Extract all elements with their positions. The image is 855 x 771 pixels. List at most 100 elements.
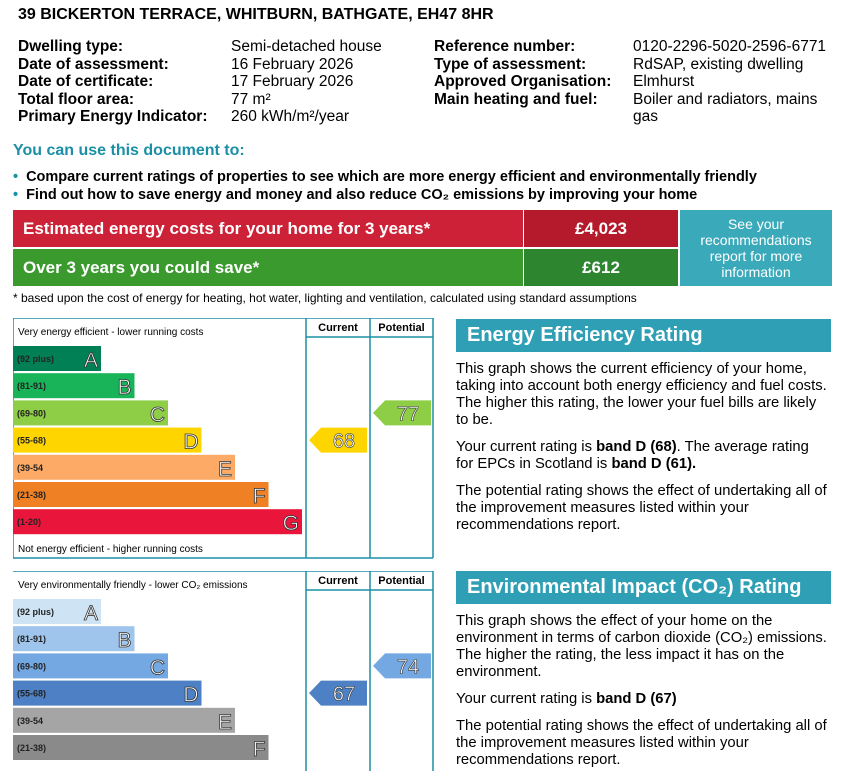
band-letter: E (218, 711, 232, 734)
bottom-label: Not energy efficient - higher running co… (18, 544, 203, 555)
saving-value: £612 (524, 249, 678, 286)
detail-value: 16 February 2026 (231, 55, 354, 73)
band-range: (55-68) (17, 689, 46, 699)
paragraph: Your current rating is band D (68). The … (456, 439, 828, 473)
detail-value: Elmhurst (633, 73, 695, 90)
saving-label: Over 3 years you could save* (13, 249, 524, 286)
band-letter: B (117, 376, 131, 399)
panel-text: This graph shows the current efficiency … (456, 361, 828, 544)
rating-arrow (373, 653, 431, 679)
detail-value: RdSAP, existing dwelling (633, 55, 804, 73)
band-range: (81-91) (17, 634, 46, 644)
detail-row: Type of assessment: RdSAP, existing dwell… (434, 56, 833, 74)
band (13, 346, 101, 371)
band (13, 427, 202, 453)
detail-value: 260 kWh/m²/year (231, 108, 350, 125)
detail-label: Reference number: (434, 38, 576, 55)
energy-chart: Current Potential Very energy efficient - … (13, 318, 434, 559)
bold-text: band D (61). (611, 456, 697, 472)
text: Your current rating is (456, 439, 597, 455)
details-right: Reference number: 0120-2296-5020-2596-677… (434, 38, 833, 126)
band-range: (55-68) (17, 436, 46, 446)
band (13, 653, 168, 679)
band-letter: B (117, 629, 131, 652)
panel-heading: Environmental Impact (CO₂) Rating (456, 571, 831, 604)
band (13, 735, 269, 760)
rating-arrow (309, 427, 367, 453)
band-range: (39-54 (17, 716, 43, 726)
bold-text: band D (67) (596, 691, 677, 707)
band-range: (69-80) (17, 661, 46, 671)
band-range: (21-38) (17, 743, 46, 753)
detail-row: Date of assessment: 16 February 2026 (18, 56, 382, 74)
band (13, 626, 135, 652)
paragraph: This graph shows the current efficiency … (456, 361, 828, 429)
column-label: Current (318, 575, 358, 587)
detail-label: Date of certificate: (18, 73, 154, 90)
detail-value: 77 m² (231, 90, 271, 108)
rating-arrow (309, 680, 367, 706)
paragraph: This graph shows the effect of your home… (456, 613, 828, 681)
band-letter: D (183, 684, 198, 707)
cost-label: Estimated energy costs for your home for… (13, 210, 524, 247)
band-range: (81-91) (17, 381, 46, 391)
text: This graph shows the current efficiency … (456, 361, 827, 428)
band (13, 482, 269, 507)
band (13, 400, 168, 426)
saving-row: Over 3 years you could save* £612 (13, 249, 678, 286)
column-label: Potential (378, 322, 424, 334)
uses-heading: You can use this document to: (13, 142, 245, 159)
uses-list: Compare current ratings of properties to… (13, 168, 757, 204)
band-range: (39-54 (17, 463, 43, 473)
use-item: Compare current ratings of properties to… (13, 168, 757, 186)
band-letter: C (150, 403, 165, 426)
band-range: (92 plus) (17, 607, 54, 617)
band (13, 680, 202, 706)
paragraph: The potential rating shows the effect of… (456, 718, 828, 769)
band-range: (1-20) (17, 517, 41, 527)
text: The potential rating shows the effect of… (456, 483, 827, 533)
band-range: (92 plus) (17, 354, 54, 364)
detail-value: Semi-detached house (231, 38, 382, 55)
band-letter: F (253, 485, 266, 508)
detail-row: Date of certificate: 17 February 2026 (18, 73, 382, 91)
detail-value: 0120-2296-5020-2596-6771 (633, 38, 827, 55)
band (13, 599, 101, 624)
recommendations-button[interactable]: See your recommendations report for more… (680, 210, 832, 286)
band (13, 509, 302, 535)
cost-row: Estimated energy costs for your home for… (13, 210, 678, 247)
detail-label: Total floor area: (18, 90, 134, 108)
column-label: Potential (378, 575, 424, 587)
details-left: Dwelling type: Semi-detached house Date of… (18, 38, 382, 126)
rating-value: 74 (397, 656, 419, 678)
footnote: * based upon the cost of energy for heat… (13, 291, 637, 305)
band-letter: A (84, 349, 98, 372)
text: Your current rating is (456, 691, 597, 707)
detail-value: Boiler and radiators, mains gas (633, 90, 818, 126)
rating-arrow (373, 400, 431, 426)
detail-row: Dwelling type: Semi-detached house (18, 38, 382, 56)
address: 39 BICKERTON TERRACE, WHITBURN, BATHGATE… (18, 6, 494, 23)
band-letter: A (84, 602, 98, 625)
cost-value: £4,023 (524, 210, 678, 247)
band (13, 707, 235, 733)
panel-text: This graph shows the effect of your home… (456, 613, 828, 771)
band-range: (21-38) (17, 490, 46, 500)
band-letter: F (253, 738, 266, 761)
band (13, 373, 135, 399)
rating-value: 68 (333, 431, 355, 453)
top-label: Very energy efficient - lower running co… (18, 327, 203, 338)
environment-chart: Current Potential Very environmentally fri… (13, 571, 434, 771)
text: This graph shows the effect of your home… (456, 613, 827, 680)
detail-row: Total floor area: 77 m² (18, 91, 382, 109)
bold-text: band D (68) (596, 439, 677, 455)
detail-label: Type of assessment: (434, 55, 587, 73)
band-range: (69-80) (17, 408, 46, 418)
band-letter: E (218, 458, 232, 481)
rating-value: 67 (333, 684, 355, 706)
rating-value: 77 (397, 403, 419, 425)
detail-label: Dwelling type: (18, 38, 124, 55)
band (13, 454, 235, 480)
detail-row: Primary Energy Indicator: 260 kWh/m²/year (18, 108, 382, 126)
